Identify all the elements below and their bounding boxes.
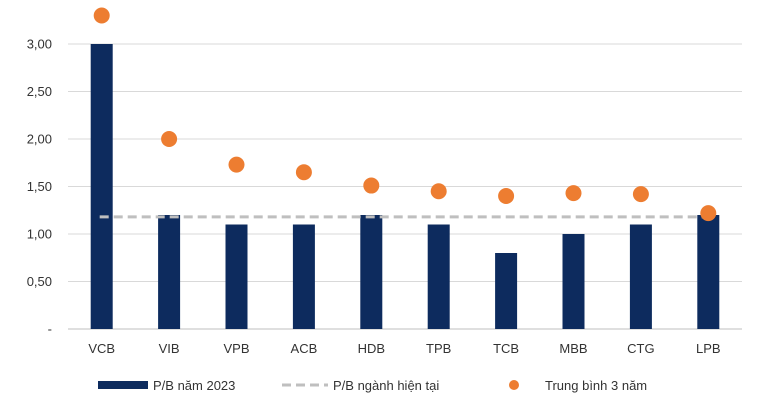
average-dot [632, 186, 649, 203]
y-tick-label: 0,50 [27, 274, 52, 289]
x-tick-label: TPB [426, 341, 451, 356]
average-dot [700, 205, 717, 222]
bar [629, 224, 652, 329]
bar [697, 215, 720, 329]
x-tick-label: VPB [223, 341, 249, 356]
legend-label: P/B năm 2023 [153, 378, 235, 393]
average-dot [363, 177, 380, 194]
bar [495, 253, 518, 329]
average-dot [228, 156, 245, 173]
x-tick-label: MBB [559, 341, 587, 356]
dot-series [93, 7, 717, 222]
bar-series [90, 44, 720, 329]
y-tick-label: 2,00 [27, 132, 52, 147]
y-tick-label: 1,00 [27, 227, 52, 242]
x-tick-label: VCB [88, 341, 115, 356]
average-dot [295, 164, 312, 181]
bar [225, 224, 248, 329]
average-dot [498, 188, 515, 204]
legend-label: P/B ngành hiện tại [333, 378, 439, 393]
average-dot [565, 185, 582, 202]
bar [90, 44, 113, 329]
x-axis: VCB VIB VPB ACB HDB TPB TCB MBB CTG LPB [88, 341, 720, 356]
bar [158, 215, 181, 329]
gridlines [68, 43, 742, 330]
x-tick-label: HDB [358, 341, 385, 356]
average-dot [161, 131, 178, 147]
y-tick-label: - [48, 322, 52, 337]
legend-swatch-dot [509, 380, 519, 390]
x-tick-label: CTG [627, 341, 654, 356]
legend-label: Trung bình 3 năm [545, 378, 647, 393]
legend: P/B năm 2023 P/B ngành hiện tại Trung bình… [98, 378, 647, 393]
legend-swatch-bar [98, 381, 148, 389]
y-axis: - 0,50 1,00 1,50 2,00 2,50 3,00 [27, 37, 52, 337]
x-tick-label: LPB [696, 341, 721, 356]
y-tick-label: 1,50 [27, 179, 52, 194]
y-tick-label: 3,00 [27, 37, 52, 52]
x-tick-label: ACB [291, 341, 318, 356]
x-tick-label: VIB [159, 341, 180, 356]
y-tick-label: 2,50 [27, 84, 52, 99]
average-dot [93, 7, 110, 24]
x-tick-label: TCB [493, 341, 519, 356]
bar [562, 234, 585, 329]
bar [360, 215, 383, 329]
bar [427, 224, 450, 329]
bar [292, 224, 315, 329]
average-dot [430, 183, 447, 200]
